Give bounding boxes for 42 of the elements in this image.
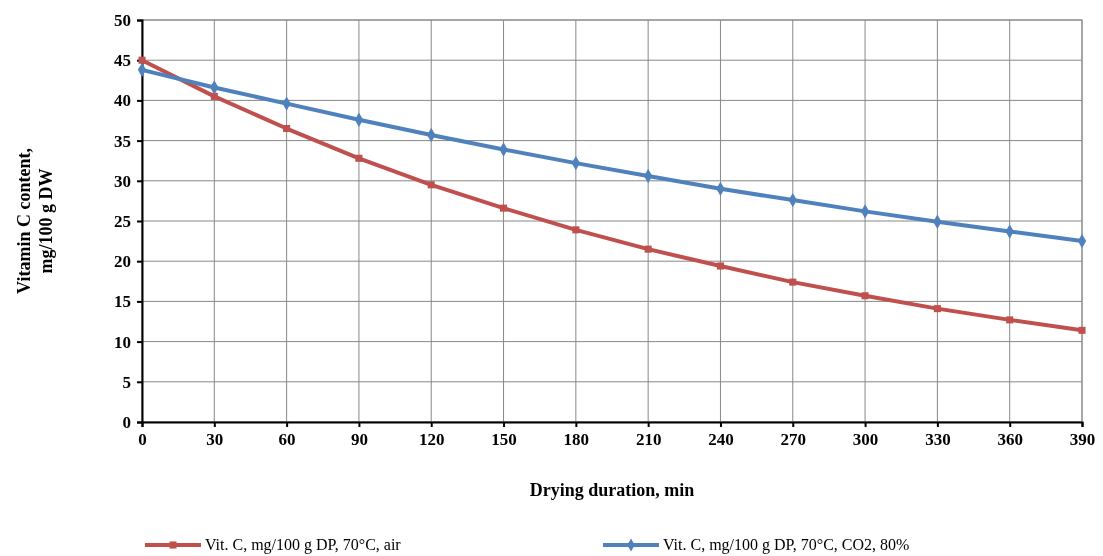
x-tick-label: 270 — [780, 430, 807, 450]
x-tick-label: 300 — [852, 430, 879, 450]
point — [789, 278, 797, 286]
y-tick-label: 0 — [122, 412, 131, 432]
x-axis-title: Drying duration, min — [529, 480, 695, 500]
x-tick-label: 240 — [708, 430, 734, 450]
y-tick-label: 10 — [114, 332, 131, 352]
point — [1006, 316, 1014, 324]
x-tick-label: 0 — [138, 430, 147, 450]
y-tick-label: 30 — [114, 171, 131, 191]
x-tick-label: 330 — [925, 430, 951, 450]
point — [500, 204, 508, 212]
point — [933, 305, 941, 313]
x-tick-label: 120 — [418, 430, 445, 450]
point — [210, 92, 218, 100]
x-tick-label: 60 — [278, 430, 296, 450]
y-tick-label: 45 — [114, 51, 131, 71]
y-tick-label: 35 — [114, 131, 131, 151]
x-tick-label: 90 — [350, 430, 368, 450]
x-tick-label: 180 — [563, 430, 590, 450]
point — [716, 262, 724, 270]
y-tick-label: 15 — [114, 292, 131, 312]
x-tick-label: 150 — [491, 430, 517, 450]
point — [283, 125, 291, 133]
x-tick-label: 390 — [1069, 430, 1096, 450]
point — [355, 154, 363, 162]
x-tick-label: 30 — [206, 430, 224, 450]
y-tick-label: 20 — [114, 252, 131, 272]
y-tick-label: 50 — [114, 10, 131, 30]
point — [644, 245, 652, 253]
x-tick-label: 360 — [997, 430, 1023, 450]
point — [427, 181, 435, 189]
point — [1078, 326, 1086, 334]
y-tick-label: 25 — [114, 211, 131, 231]
y-tick-label: 40 — [114, 91, 131, 111]
point — [861, 292, 869, 300]
y-axis-title: Vitamin C content, mg/100 g DW — [14, 148, 56, 294]
x-tick-label: 210 — [635, 430, 662, 450]
point — [572, 226, 580, 234]
y-tick-label: 5 — [122, 372, 131, 392]
legend-label: Vit. C, mg/100 g DP, 70°C, air — [205, 536, 402, 554]
legend-label: Vit. C, mg/100 g DP, 70°C, CO2, 80% — [663, 536, 910, 554]
